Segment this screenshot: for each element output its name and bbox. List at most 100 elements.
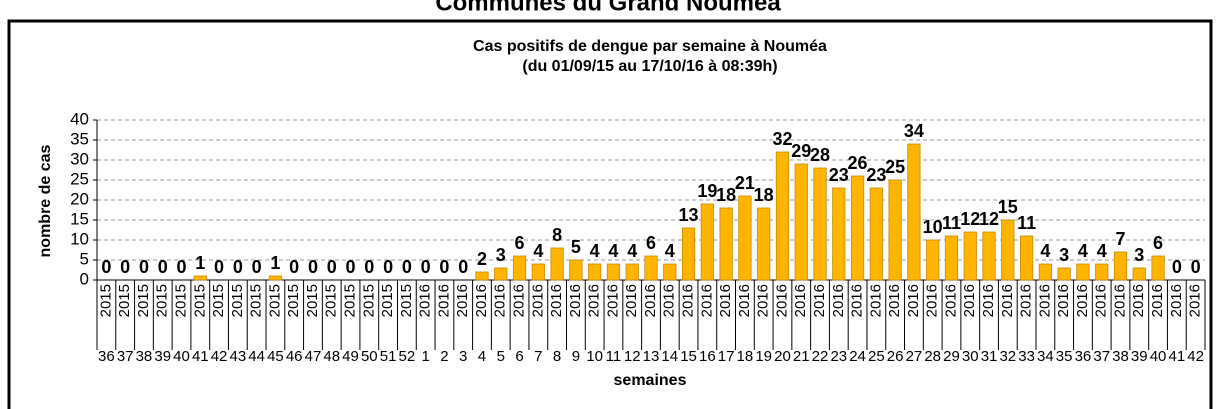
data-label: 11 (1017, 213, 1036, 233)
chart-title: Cas positifs de dengue par semaine à Nou… (473, 38, 827, 55)
x-tick-label: 38 (1112, 348, 1129, 365)
bar (550, 247, 564, 281)
x-tick-label: 26 (887, 348, 904, 365)
x-tick-label: 34 (1037, 348, 1054, 365)
bar (775, 151, 790, 281)
year-label: 2016 (1187, 284, 1204, 317)
data-label: 6 (646, 233, 656, 253)
year-label: 2016 (1168, 284, 1185, 317)
y-axis-label: nombre de cas (37, 144, 54, 257)
data-label: 10 (923, 217, 943, 237)
data-label: 0 (327, 257, 337, 277)
year-label: 2016 (867, 284, 884, 317)
x-tick-label: 7 (534, 348, 542, 365)
year-label: 2016 (1036, 284, 1053, 317)
year-label: 2016 (830, 284, 847, 317)
data-label: 23 (866, 165, 886, 185)
x-tick-label: 6 (515, 348, 523, 365)
data-label: 29 (791, 141, 811, 161)
bar (757, 207, 771, 281)
x-tick-label: 36 (98, 348, 115, 365)
data-label: 12 (960, 209, 980, 229)
x-tick-label: 8 (553, 348, 561, 365)
bar (588, 263, 602, 281)
x-axis-label: semaines (614, 372, 687, 389)
year-label: 2016 (417, 284, 434, 317)
year-label: 2015 (172, 284, 189, 317)
chart-subtitle: (du 01/09/15 au 17/10/16 à 08:39h) (522, 58, 777, 75)
bar (1001, 219, 1015, 281)
bar (1076, 263, 1090, 281)
year-label: 2015 (398, 284, 415, 317)
year-label: 2015 (116, 284, 133, 317)
year-label: 2016 (811, 284, 828, 317)
data-label: 8 (552, 225, 562, 245)
x-tick-label: 42 (211, 348, 228, 365)
bar (681, 227, 696, 281)
year-label: 2016 (1055, 284, 1072, 317)
data-label: 4 (590, 241, 600, 261)
year-label: 2016 (792, 284, 809, 317)
year-label: 2016 (717, 284, 734, 317)
x-tick-label: 11 (606, 348, 622, 365)
bar (1057, 267, 1071, 281)
data-label: 28 (810, 145, 830, 165)
bar (888, 179, 902, 281)
year-label: 2016 (886, 284, 903, 317)
x-tick-label: 16 (699, 348, 716, 365)
bar (569, 259, 583, 281)
x-tick-label: 49 (342, 348, 359, 365)
data-label: 0 (101, 257, 111, 277)
bar (512, 255, 527, 281)
data-label: 0 (421, 257, 431, 277)
x-tick-label: 37 (117, 348, 134, 365)
x-tick-label: 19 (755, 348, 772, 365)
bar (907, 143, 921, 281)
x-tick-label: 33 (1018, 348, 1035, 365)
x-tick-label: 4 (478, 348, 486, 365)
data-label: 2 (477, 249, 487, 269)
x-tick-label: 2 (440, 348, 448, 365)
data-label: 19 (697, 181, 717, 201)
year-label: 2016 (567, 284, 584, 317)
x-tick-label: 28 (924, 348, 941, 365)
data-label: 0 (139, 257, 149, 277)
x-tick-label: 43 (230, 348, 247, 365)
y-tick-label: 30 (70, 149, 89, 168)
data-label: 26 (848, 153, 868, 173)
y-tick-label: 0 (80, 269, 89, 288)
data-label: 0 (439, 257, 449, 277)
year-label: 2016 (698, 284, 715, 317)
data-label: 4 (533, 241, 543, 261)
x-tick-label: 27 (906, 348, 923, 365)
bar (738, 195, 752, 281)
x-tick-label: 52 (399, 348, 416, 365)
data-label: 4 (608, 241, 618, 261)
year-label: 2016 (924, 284, 941, 317)
year-label: 2015 (191, 284, 208, 317)
bar (475, 271, 489, 281)
y-tick-label: 20 (70, 189, 89, 208)
x-tick-label: 45 (267, 348, 284, 365)
data-label: 0 (233, 257, 243, 277)
x-tick-label: 14 (661, 348, 678, 365)
year-label: 2016 (999, 284, 1016, 317)
y-tick-label: 40 (70, 109, 89, 128)
data-label: 3 (496, 245, 506, 265)
data-label: 18 (754, 185, 774, 205)
bar (869, 187, 883, 281)
x-tick-label: 18 (737, 348, 754, 365)
data-label: 4 (1040, 241, 1050, 261)
x-tick-label: 30 (962, 348, 979, 365)
x-tick-label: 47 (305, 348, 322, 365)
x-tick-label: 1 (421, 348, 429, 365)
year-label: 2015 (154, 284, 171, 317)
year-label: 2015 (266, 284, 283, 317)
bar (963, 231, 977, 281)
year-label: 2015 (379, 284, 396, 317)
data-label: 1 (195, 253, 205, 273)
year-label: 2016 (1093, 284, 1110, 317)
data-label: 18 (716, 185, 736, 205)
data-label: 0 (308, 257, 318, 277)
